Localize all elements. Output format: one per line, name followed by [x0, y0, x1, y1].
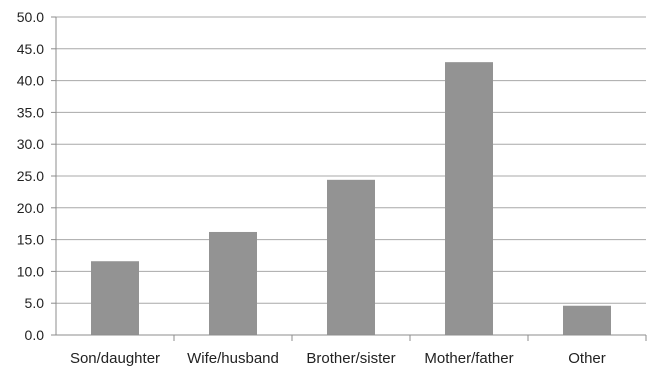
bar-wife-husband — [209, 231, 257, 335]
bar-other — [563, 305, 611, 335]
x-category-label: Son/daughter — [70, 350, 160, 367]
x-category-label: Other — [568, 350, 606, 367]
x-category-label: Mother/father — [424, 350, 513, 367]
y-tick-label: 25.0 — [17, 168, 44, 184]
y-tick-label: 20.0 — [17, 200, 44, 216]
y-tick-label: 35.0 — [17, 104, 44, 120]
bar-son-daughter — [91, 261, 139, 335]
y-tick-label: 30.0 — [17, 136, 44, 152]
bar-brother-sister — [327, 179, 375, 335]
y-tick-label: 5.0 — [25, 295, 45, 311]
x-category-label: Wife/husband — [187, 350, 279, 367]
bar-mother-father — [445, 62, 493, 335]
axis-layer — [51, 16, 647, 341]
x-category-label: Brother/sister — [306, 350, 395, 367]
y-tick-label: 45.0 — [17, 41, 44, 57]
y-tick-label: 50.0 — [17, 9, 44, 25]
y-tick-label: 0.0 — [25, 327, 45, 343]
y-tick-label: 40.0 — [17, 73, 44, 89]
y-tick-label: 15.0 — [17, 232, 44, 248]
bar-layer — [91, 62, 611, 335]
grid-layer — [56, 16, 646, 304]
label-layer: 0.0 5.0 10.0 15.0 20.0 25.0 30.0 35.0 40.0 45.0 50… — [17, 9, 606, 367]
y-tick-label: 10.0 — [17, 263, 44, 279]
